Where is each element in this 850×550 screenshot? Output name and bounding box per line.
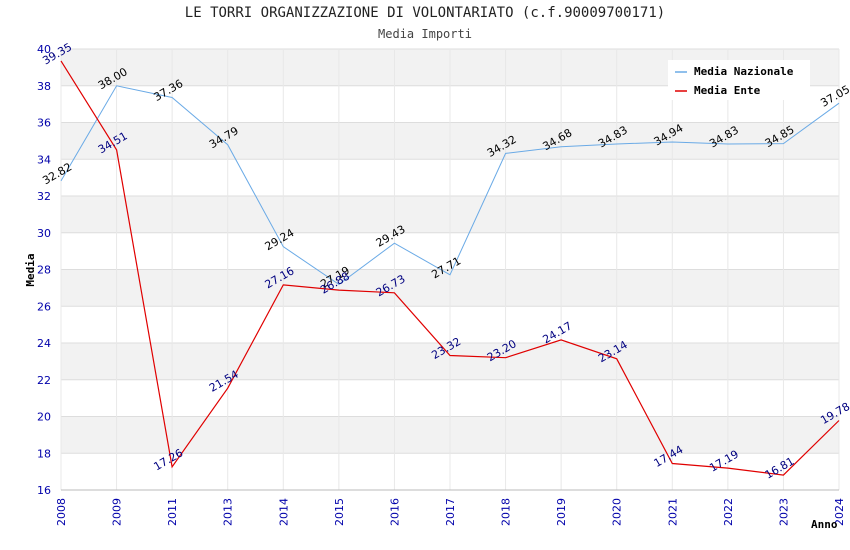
y-tick-label: 28 bbox=[37, 264, 51, 277]
x-tick-label: 2021 bbox=[666, 498, 679, 526]
x-axis-title: Anno bbox=[811, 518, 838, 531]
y-tick-label: 32 bbox=[37, 190, 51, 203]
legend-background bbox=[668, 60, 810, 100]
x-tick-label: 2020 bbox=[611, 498, 624, 526]
x-tick-label: 2023 bbox=[777, 498, 790, 526]
y-axis-title: Media bbox=[24, 253, 37, 286]
x-tick-label: 2018 bbox=[500, 498, 513, 526]
y-tick-label: 30 bbox=[37, 227, 51, 240]
x-axis-ticks: 2008 2009 2011 2013 2014 2015 2016 2017 2018 2019… bbox=[55, 498, 846, 526]
x-tick-label: 2016 bbox=[388, 498, 401, 526]
x-tick-label: 2011 bbox=[166, 498, 179, 526]
x-tick-label: 2024 bbox=[833, 498, 846, 526]
x-tick-label: 2009 bbox=[111, 498, 124, 526]
y-tick-label: 26 bbox=[37, 300, 51, 313]
y-tick-label: 18 bbox=[37, 447, 51, 460]
chart-subtitle: Media Importi bbox=[378, 27, 472, 41]
y-tick-label: 40 bbox=[37, 43, 51, 56]
y-tick-label: 24 bbox=[37, 337, 51, 350]
legend-label-ente: Media Ente bbox=[694, 84, 761, 97]
grid-lines bbox=[60, 48, 840, 491]
series-lines bbox=[60, 60, 840, 476]
y-tick-label: 36 bbox=[37, 117, 51, 130]
series-line-ente bbox=[60, 60, 840, 476]
y-axis-ticks: 16 18 20 22 24 26 28 30 32 34 36 38 40 bbox=[37, 43, 51, 497]
x-tick-label: 2013 bbox=[222, 498, 235, 526]
x-tick-label: 2008 bbox=[55, 498, 68, 526]
legend-label-nazionale: Media Nazionale bbox=[694, 65, 794, 78]
x-tick-label: 2015 bbox=[333, 498, 346, 526]
chart-title: LE TORRI ORGANIZZAZIONE DI VOLONTARIATO … bbox=[184, 5, 666, 21]
y-tick-label: 16 bbox=[37, 484, 51, 497]
series-line-nazionale bbox=[60, 85, 840, 286]
y-tick-label: 38 bbox=[37, 80, 51, 93]
x-tick-label: 2014 bbox=[277, 498, 290, 526]
y-tick-label: 22 bbox=[37, 374, 51, 387]
x-tick-label: 2017 bbox=[444, 498, 457, 526]
x-tick-label: 2022 bbox=[722, 498, 735, 526]
legend: Media Nazionale Media Ente bbox=[668, 60, 810, 100]
y-tick-label: 34 bbox=[37, 153, 51, 166]
x-tick-label: 2019 bbox=[555, 498, 568, 526]
y-tick-label: 20 bbox=[37, 411, 51, 424]
